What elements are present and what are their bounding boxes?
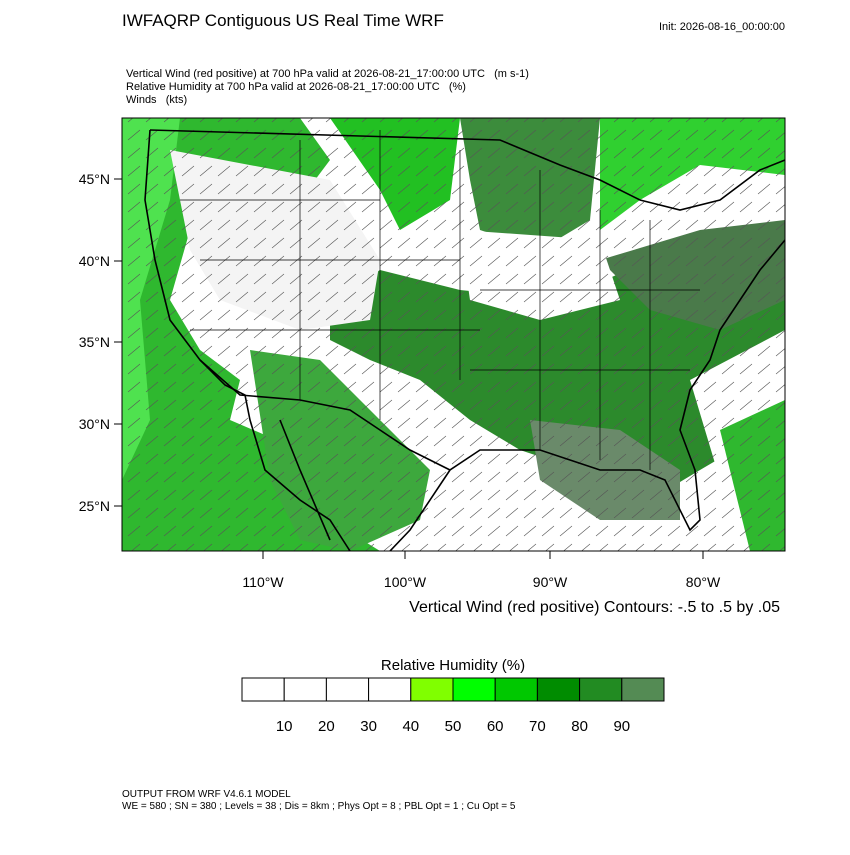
colorbar-label: 60 [487, 718, 504, 735]
colorbar-label: 30 [360, 718, 377, 735]
footer-line: WE = 580 ; SN = 380 ; Levels = 38 ; Dis … [122, 801, 516, 812]
lat-label: 35°N [79, 334, 110, 350]
lat-label: 25°N [79, 498, 110, 514]
colorbar-box [494, 677, 538, 702]
colorbar-label: 50 [445, 718, 462, 735]
colorbar-label: 10 [276, 718, 293, 735]
lon-label: 80°W [686, 574, 721, 590]
field-label: Winds (kts) [126, 94, 187, 106]
lon-label: 90°W [533, 574, 568, 590]
colorbar-box [241, 677, 285, 702]
colorbar-label: 80 [571, 718, 588, 735]
map [122, 118, 785, 551]
colorbar-box [579, 677, 623, 702]
field-label: Relative Humidity at 700 hPa valid at 20… [126, 81, 466, 93]
footer-line: OUTPUT FROM WRF V4.6.1 MODEL [122, 789, 291, 800]
colorbar-title: Relative Humidity (%) [381, 657, 525, 674]
field-label: Vertical Wind (red positive) at 700 hPa … [126, 68, 529, 80]
colorbar-box [452, 677, 496, 702]
colorbar-box [621, 677, 665, 702]
contour-note: Vertical Wind (red positive) Contours: -… [409, 599, 780, 616]
colorbar-box [325, 677, 370, 702]
colorbar: 10 20 30 40 50 60 70 80 90 [241, 677, 665, 735]
colorbar-box [410, 677, 454, 702]
lon-label: 100°W [384, 574, 427, 590]
lat-label: 45°N [79, 171, 110, 187]
colorbar-label: 70 [529, 718, 546, 735]
colorbar-label: 90 [613, 718, 630, 735]
lon-label: 110°W [242, 574, 284, 590]
title: IWFAQRP Contiguous US Real Time WRF [122, 11, 444, 30]
init-time: Init: 2026-08-16_00:00:00 [659, 21, 785, 33]
lat-label: 40°N [79, 253, 110, 269]
colorbar-box [368, 677, 412, 702]
colorbar-label: 20 [318, 718, 335, 735]
lat-label: 30°N [79, 416, 110, 432]
colorbar-label: 40 [402, 718, 419, 735]
map-frame [121, 117, 786, 552]
colorbar-box [283, 677, 327, 702]
colorbar-box [536, 677, 581, 702]
